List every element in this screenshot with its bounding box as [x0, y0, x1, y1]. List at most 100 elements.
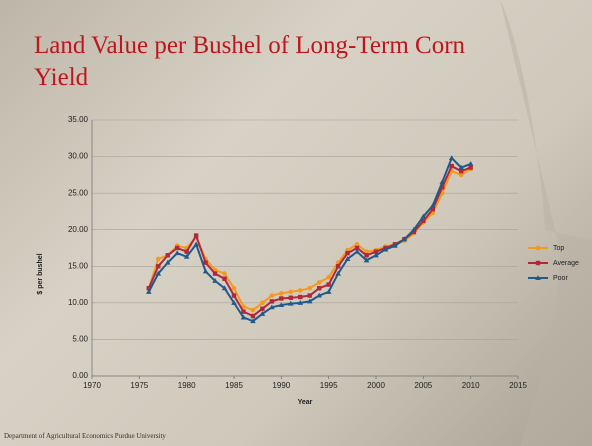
marker — [241, 304, 246, 309]
x-tick-label: 2010 — [462, 381, 480, 390]
marker — [174, 250, 180, 256]
x-tick-label: 1980 — [178, 381, 196, 390]
marker — [146, 286, 151, 291]
marker — [231, 300, 237, 305]
x-tick-label: 1970 — [83, 381, 101, 390]
marker — [241, 309, 246, 314]
marker — [307, 293, 312, 298]
marker — [373, 249, 379, 254]
marker — [240, 314, 247, 320]
marker — [212, 278, 218, 283]
y-tick-label: 15.00 — [68, 261, 89, 270]
marker — [448, 155, 455, 161]
marker — [231, 285, 237, 291]
marker — [202, 268, 209, 274]
marker — [354, 248, 360, 254]
marker — [364, 249, 369, 254]
marker — [421, 218, 426, 224]
footer: Department of Agricultural Economics Pur… — [4, 432, 166, 440]
marker — [430, 202, 436, 208]
marker — [278, 302, 285, 308]
marker — [222, 276, 227, 281]
marker — [231, 293, 237, 298]
marker — [326, 274, 331, 280]
legend-label: Poor — [553, 275, 568, 282]
marker — [345, 250, 350, 256]
marker — [335, 270, 341, 276]
marker — [260, 300, 265, 306]
marker — [288, 300, 294, 306]
marker — [193, 241, 199, 247]
marker — [354, 245, 360, 251]
marker — [155, 270, 162, 276]
x-tick-label: 1995 — [320, 381, 338, 390]
marker — [165, 253, 170, 258]
marker — [373, 252, 379, 258]
marker — [401, 236, 408, 242]
marker — [411, 226, 417, 232]
marker — [317, 286, 322, 291]
marker — [420, 213, 427, 219]
marker — [269, 299, 275, 304]
marker — [156, 264, 161, 269]
marker — [459, 169, 464, 174]
x-tick-label: 1975 — [130, 381, 148, 390]
marker — [184, 249, 189, 254]
marker — [326, 282, 331, 287]
marker — [354, 242, 360, 247]
marker — [344, 256, 351, 261]
marker — [260, 306, 265, 311]
marker — [288, 295, 293, 300]
marker — [193, 233, 199, 238]
marker — [297, 300, 304, 305]
y-tick-label: 30.00 — [68, 152, 89, 161]
marker — [325, 289, 332, 294]
marker — [175, 245, 180, 251]
marker — [298, 294, 303, 300]
y-tick-label: 10.00 — [68, 298, 89, 307]
marker — [535, 275, 541, 280]
marker — [364, 253, 369, 258]
y-tick-label: 20.00 — [68, 225, 89, 234]
marker — [250, 318, 256, 324]
marker — [222, 271, 227, 276]
marker — [316, 280, 322, 285]
marker — [392, 243, 398, 248]
legend-label: Top — [553, 245, 564, 252]
marker — [335, 264, 341, 269]
marker — [363, 257, 370, 263]
marker — [468, 165, 473, 170]
decoration — [500, 0, 592, 446]
marker — [307, 285, 313, 291]
marker — [288, 289, 294, 295]
legend-label: Average — [553, 260, 579, 267]
marker — [279, 296, 284, 301]
y-tick-label: 35.00 — [68, 115, 89, 124]
marker — [430, 207, 435, 212]
marker — [467, 161, 474, 166]
marker — [183, 253, 190, 259]
marker — [155, 256, 161, 262]
marker — [306, 298, 313, 304]
x-tick-label: 1990 — [272, 381, 290, 390]
y-tick-label: 25.00 — [68, 188, 89, 197]
marker — [316, 292, 322, 298]
y-tick-label: 5.00 — [72, 335, 88, 344]
x-tick-label: 2015 — [509, 381, 527, 390]
marker — [259, 311, 266, 316]
y-tick-label: 0.00 — [72, 371, 88, 380]
marker — [203, 260, 208, 265]
marker — [535, 245, 541, 251]
marker — [439, 179, 446, 185]
marker — [279, 291, 284, 296]
marker — [269, 304, 275, 310]
x-tick-label: 2005 — [414, 381, 432, 390]
marker — [458, 164, 464, 170]
x-tick-label: 1985 — [225, 381, 243, 390]
marker — [164, 259, 171, 265]
marker — [535, 260, 541, 266]
marker — [146, 289, 152, 294]
marker — [382, 246, 389, 252]
